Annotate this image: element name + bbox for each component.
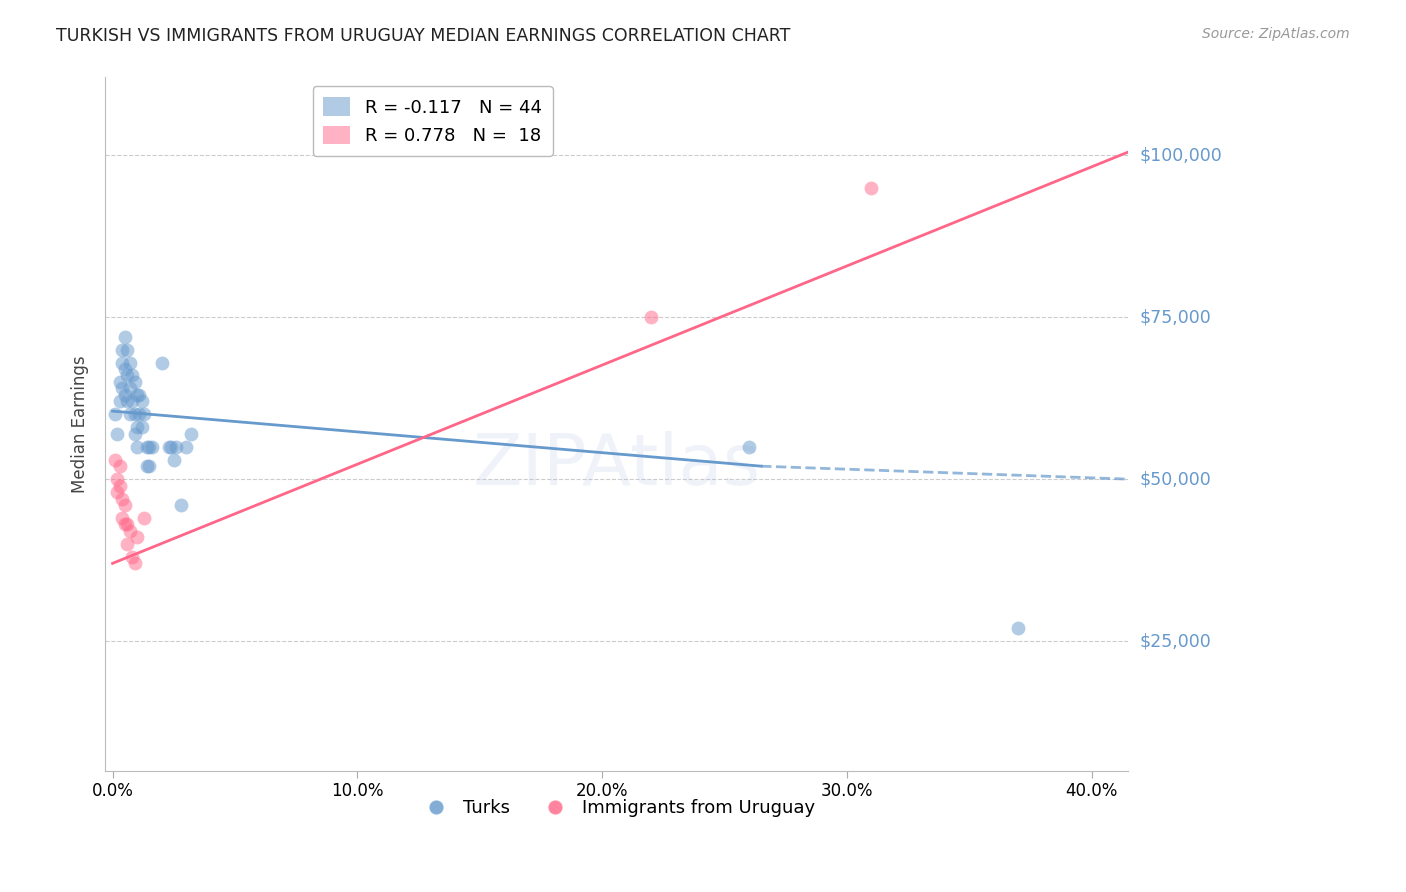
Point: [125, 531, 148, 545]
Text: ZIPAtlas: ZIPAtlas: [472, 431, 761, 500]
Text: TURKISH VS IMMIGRANTS FROM URUGUAY MEDIAN EARNINGS CORRELATION CHART: TURKISH VS IMMIGRANTS FROM URUGUAY MEDIA…: [56, 27, 790, 45]
Point: [150, 355, 173, 369]
Point: [107, 426, 129, 441]
Point: [107, 472, 129, 486]
Point: [135, 459, 157, 474]
Point: [1007, 621, 1029, 635]
Point: [111, 381, 134, 395]
Point: [108, 459, 131, 474]
Point: [138, 459, 160, 474]
Point: [170, 498, 193, 512]
Point: [108, 394, 131, 409]
Point: [121, 394, 143, 409]
Text: Source: ZipAtlas.com: Source: ZipAtlas.com: [1202, 27, 1350, 41]
Point: [115, 343, 138, 357]
Point: [121, 549, 143, 564]
Point: [118, 355, 141, 369]
Point: [131, 394, 153, 409]
Point: [115, 394, 138, 409]
Point: [125, 420, 148, 434]
Point: [124, 375, 146, 389]
Point: [118, 408, 141, 422]
Point: [114, 498, 136, 512]
Point: [860, 180, 883, 194]
Point: [107, 485, 129, 500]
Point: [111, 355, 134, 369]
Point: [135, 440, 157, 454]
Text: $75,000: $75,000: [1139, 308, 1212, 326]
Point: [115, 517, 138, 532]
Point: [640, 310, 662, 325]
Point: [114, 388, 136, 402]
Text: $25,000: $25,000: [1139, 632, 1212, 650]
Point: [115, 368, 138, 383]
Point: [124, 557, 146, 571]
Point: [111, 511, 134, 525]
Legend: Turks, Immigrants from Uruguay: Turks, Immigrants from Uruguay: [411, 791, 823, 824]
Point: [125, 388, 148, 402]
Point: [128, 388, 150, 402]
Point: [738, 440, 761, 454]
Point: [125, 440, 148, 454]
Point: [141, 440, 163, 454]
Point: [114, 329, 136, 343]
Point: [138, 440, 160, 454]
Point: [111, 491, 134, 506]
Point: [115, 537, 138, 551]
Point: [118, 381, 141, 395]
Point: [104, 408, 127, 422]
Point: [104, 452, 127, 467]
Text: $50,000: $50,000: [1139, 470, 1212, 488]
Point: [118, 524, 141, 538]
Point: [124, 426, 146, 441]
Point: [165, 440, 187, 454]
Point: [121, 368, 143, 383]
Point: [157, 440, 180, 454]
Point: [160, 440, 183, 454]
Point: [174, 440, 197, 454]
Point: [163, 452, 186, 467]
Point: [108, 375, 131, 389]
Point: [134, 511, 156, 525]
Point: [124, 408, 146, 422]
Point: [114, 362, 136, 376]
Text: $100,000: $100,000: [1139, 146, 1222, 164]
Point: [131, 420, 153, 434]
Point: [114, 517, 136, 532]
Point: [108, 478, 131, 492]
Y-axis label: Median Earnings: Median Earnings: [72, 355, 89, 493]
Point: [111, 343, 134, 357]
Point: [180, 426, 202, 441]
Point: [134, 408, 156, 422]
Point: [128, 408, 150, 422]
